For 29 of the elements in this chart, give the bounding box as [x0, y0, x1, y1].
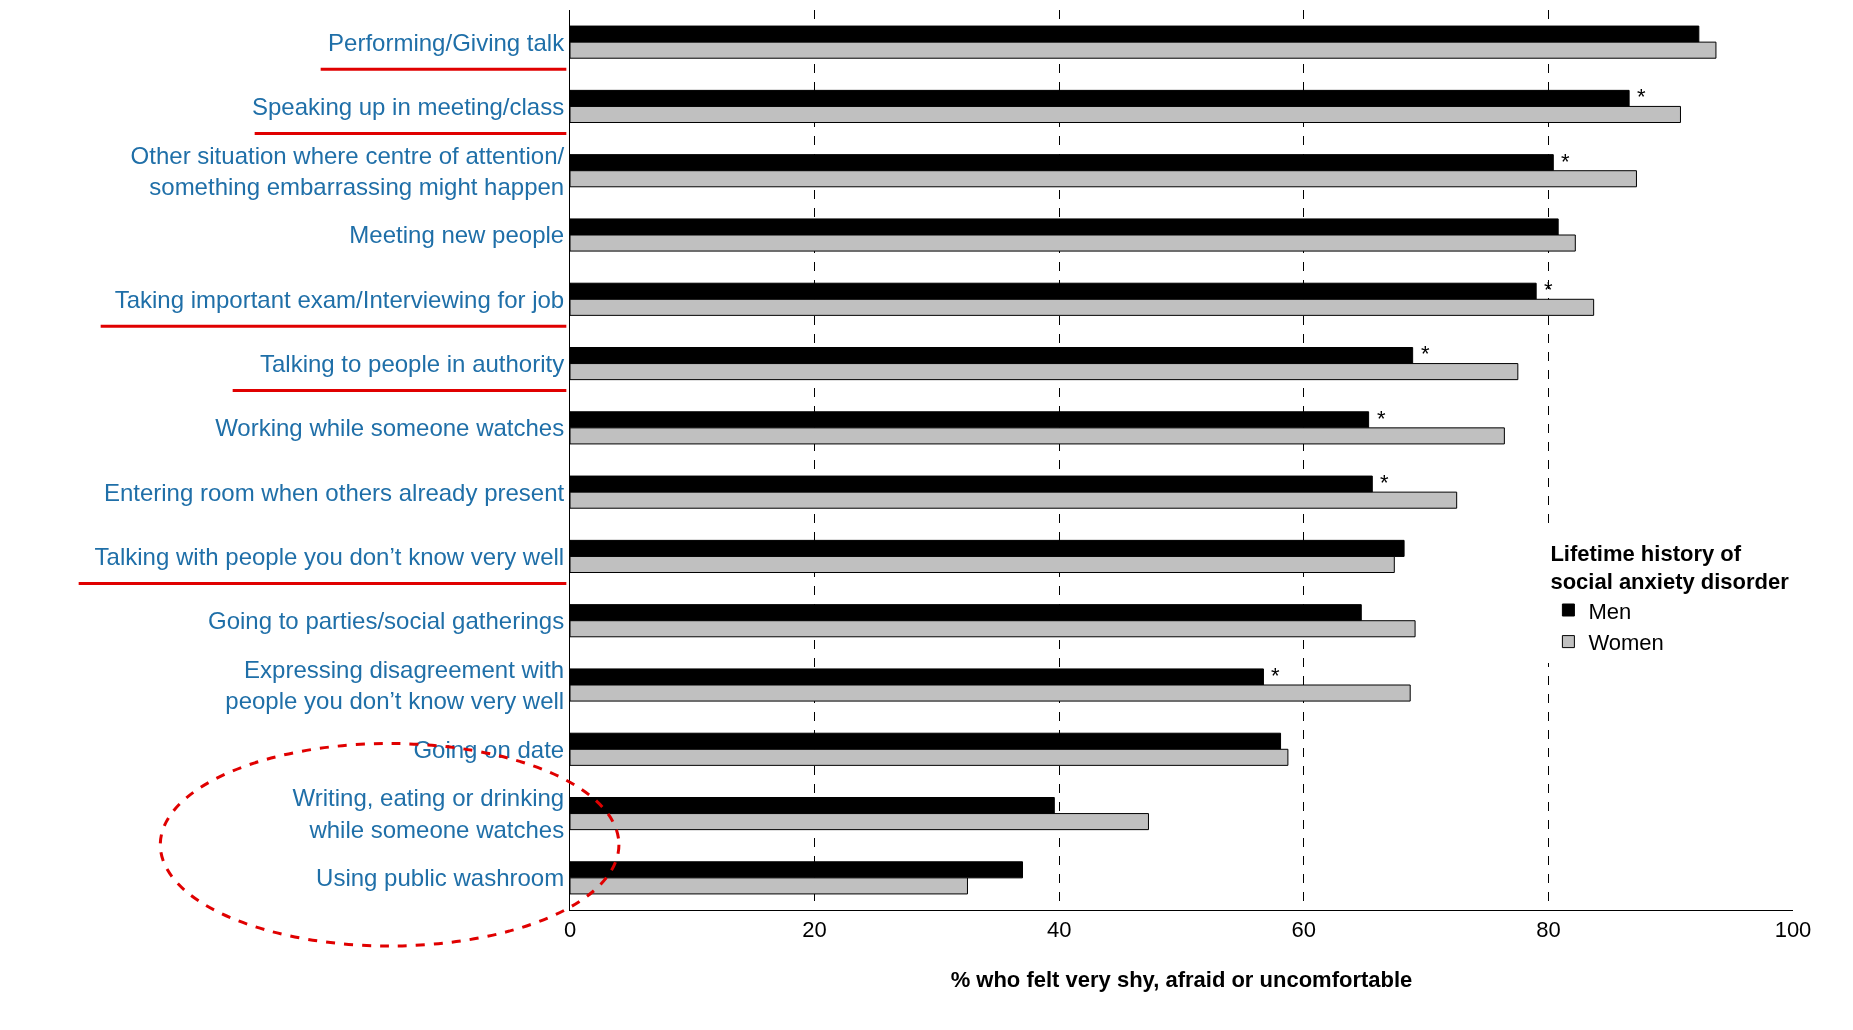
y-tick-label: Meeting new people: [349, 221, 565, 249]
x-tick-label: 100: [1774, 917, 1812, 943]
legend-title: Lifetime history of social anxiety disorder: [1550, 540, 1790, 595]
annotation: *: [1637, 84, 1646, 109]
x-axis-title: % who felt very shy, afraid or uncomfortable: [950, 967, 1413, 993]
annotation: *: [1561, 149, 1570, 174]
y-tick-label: Speaking up in meeting/class: [252, 92, 565, 120]
x-tick-label: 60: [1291, 917, 1317, 943]
y-tick-label: Expressing disagreement with people you don’t know very well: [225, 655, 565, 714]
y-tick-label: Taking important exam/Interviewing for job: [114, 285, 565, 313]
y-tick-label: Working while someone watches: [215, 414, 565, 442]
x-tick-label: 40: [1046, 917, 1072, 943]
legend-label: Men: [1588, 598, 1632, 624]
y-tick-label: Entering room when others already present: [103, 478, 565, 506]
y-tick-label: Performing/Giving talk: [328, 28, 566, 56]
y-tick-label: Using public washroom: [316, 864, 565, 892]
y-tick-label: Going to parties/social gatherings: [208, 607, 565, 635]
y-tick-label: Other situation where centre of attention/ something embarrassing might happen: [130, 141, 565, 200]
x-tick-label: 80: [1536, 917, 1561, 943]
y-tick-label: Talking to people in authority: [260, 349, 565, 377]
y-tick-label: Talking with people you don’t know very well: [94, 542, 565, 570]
x-tick-label: 20: [802, 917, 827, 943]
legend-label: Women: [1588, 630, 1664, 656]
annotation: *: [1271, 663, 1280, 688]
y-tick-label: Writing, eating or drinking while someone watches: [292, 784, 565, 843]
x-tick-label: 0: [563, 917, 577, 943]
annotation: *: [1380, 470, 1389, 495]
annotation: *: [1377, 406, 1386, 431]
annotation: *: [1421, 341, 1430, 366]
